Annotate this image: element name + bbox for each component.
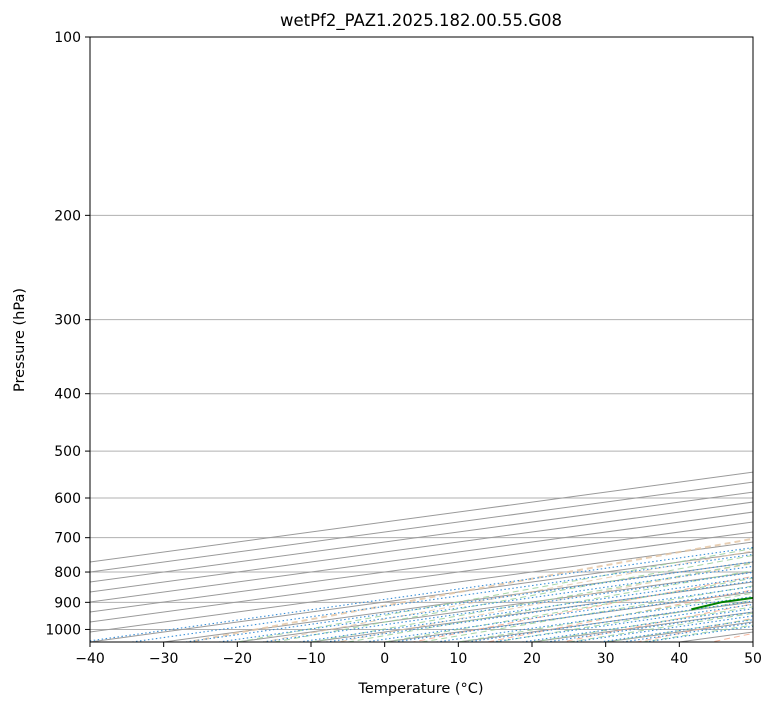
mixing-ratio-line [492, 603, 753, 642]
moist-adiabat-line [310, 562, 753, 642]
mixing-ratio-line [467, 600, 753, 642]
y-tick-label: 400 [54, 387, 81, 403]
isotherm-line [90, 531, 753, 623]
y-tick-label: 300 [54, 313, 81, 329]
moist-adiabat-line [531, 606, 753, 642]
isotherm-line [90, 521, 753, 613]
isotherm-line [310, 581, 753, 642]
isotherm-line [90, 551, 753, 642]
moist-adiabat-line [421, 585, 753, 642]
isotherm-line [752, 641, 753, 642]
x-tick-label: −30 [149, 651, 179, 667]
x-tick-label: 20 [523, 651, 541, 667]
y-tick-label: 800 [54, 565, 81, 581]
x-axis-label: Temperature (°C) [357, 681, 483, 697]
isotherm-line [90, 491, 753, 583]
isotherm-line [90, 501, 753, 593]
dry-adiabat-line [188, 537, 753, 642]
dry-adiabat-line [338, 562, 753, 642]
background-lines [90, 37, 753, 642]
isotherm-line [90, 481, 753, 573]
series-lines [691, 596, 753, 611]
mixing-ratio-line [436, 596, 753, 642]
y-tick-label: 100 [54, 30, 81, 46]
dewpoint-profile-line [691, 596, 753, 611]
x-tick-label: 10 [449, 651, 467, 667]
moist-adiabat-line [384, 577, 753, 642]
isotherm-line [531, 611, 753, 642]
mixing-ratio-line [394, 590, 753, 642]
y-tick-label: 600 [54, 491, 81, 507]
y-tick-label: 700 [54, 531, 81, 547]
y-axis: 1000 900 800 700 600 500 400 300 200 100 [45, 30, 90, 638]
x-tick-label: 30 [597, 651, 615, 667]
mixing-ratio-line [299, 576, 753, 642]
x-tick-label: 50 [744, 651, 762, 667]
y-tick-label: 900 [54, 595, 81, 611]
dry-adiabat-line [487, 589, 753, 642]
moist-adiabat-line [274, 554, 753, 642]
moist-adiabat-line [237, 548, 753, 642]
dry-adiabat-line [263, 550, 753, 642]
isotherm-line [90, 471, 753, 563]
mixing-ratio-line [90, 546, 753, 642]
x-axis: −40 −30 −20 −10 0 10 20 30 40 50 [75, 642, 762, 667]
x-tick-label: 0 [380, 651, 389, 667]
moist-adiabat-line [642, 624, 753, 642]
plot-frame [89, 36, 754, 643]
x-tick-label: 40 [670, 651, 688, 667]
y-tick-label: 200 [54, 208, 81, 224]
mixing-ratio-line [365, 586, 753, 642]
y-tick-label: 500 [54, 444, 81, 460]
x-tick-label: −40 [75, 651, 105, 667]
dry-adiabat-line [562, 603, 753, 642]
dry-adiabat-line [711, 632, 753, 642]
x-tick-label: −10 [296, 651, 326, 667]
isotherm-line [679, 631, 753, 642]
y-tick-label: 1000 [45, 622, 81, 638]
mixing-ratio-line [325, 580, 753, 642]
moist-adiabat-line [347, 569, 753, 642]
moist-adiabat-line [568, 612, 753, 642]
isotherm-line [90, 511, 753, 603]
mixing-ratio-line [546, 611, 753, 642]
chart-title: wetPf2_PAZ1.2025.182.00.55.G08 [280, 11, 562, 31]
x-tick-label: −20 [223, 651, 253, 667]
y-axis-label: Pressure (hPa) [12, 288, 28, 392]
isotherm-line [90, 541, 753, 633]
isotherm-line [384, 591, 753, 642]
dry-adiabat-line [636, 617, 753, 642]
